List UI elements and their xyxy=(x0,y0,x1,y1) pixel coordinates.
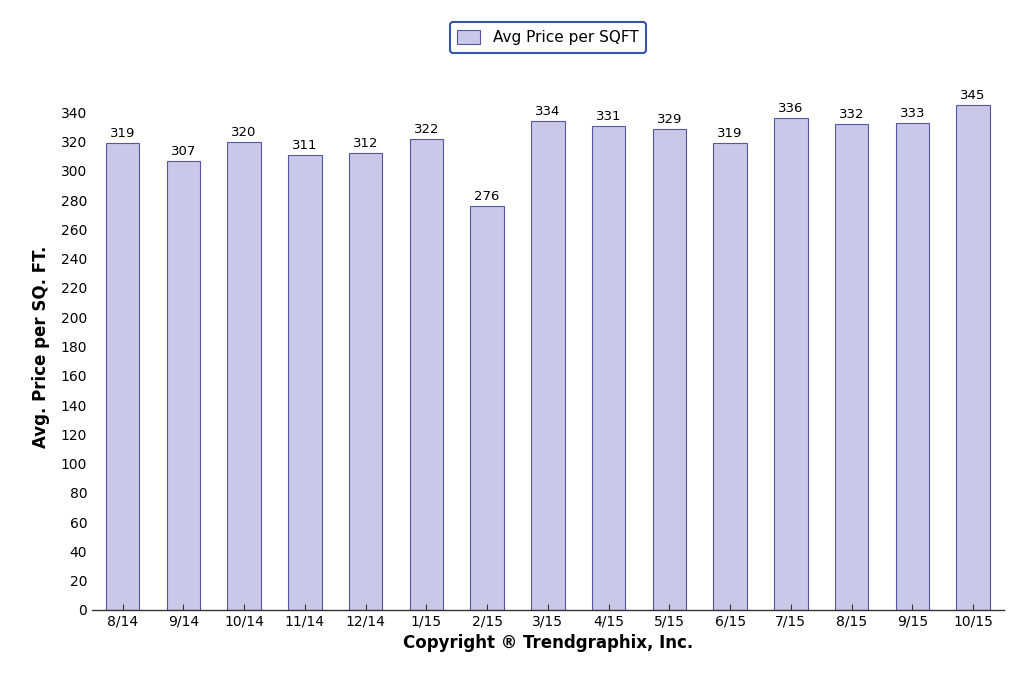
Bar xyxy=(714,143,746,610)
Text: 319: 319 xyxy=(718,128,742,140)
Text: 332: 332 xyxy=(839,108,864,121)
Text: 319: 319 xyxy=(110,128,135,140)
Bar xyxy=(774,119,808,610)
Text: 336: 336 xyxy=(778,103,804,115)
Bar xyxy=(105,143,139,610)
Bar xyxy=(652,128,686,610)
Text: 334: 334 xyxy=(536,105,560,119)
Bar xyxy=(896,123,929,610)
Bar xyxy=(835,124,868,610)
Text: 333: 333 xyxy=(900,107,925,120)
Bar xyxy=(227,141,261,610)
Bar xyxy=(470,206,504,610)
Text: 320: 320 xyxy=(231,125,257,139)
Bar xyxy=(410,139,443,610)
Text: 345: 345 xyxy=(961,89,986,102)
Bar xyxy=(531,121,564,610)
Y-axis label: Avg. Price per SQ. FT.: Avg. Price per SQ. FT. xyxy=(32,245,50,448)
Bar xyxy=(349,153,382,610)
Text: 322: 322 xyxy=(414,123,439,136)
Text: 312: 312 xyxy=(353,137,378,150)
Text: 329: 329 xyxy=(656,112,682,125)
Text: 331: 331 xyxy=(596,109,622,123)
Text: 307: 307 xyxy=(171,145,196,158)
Bar xyxy=(592,125,626,610)
Legend: Avg Price per SQFT: Avg Price per SQFT xyxy=(450,22,646,53)
Bar xyxy=(956,105,990,610)
X-axis label: Copyright ® Trendgraphix, Inc.: Copyright ® Trendgraphix, Inc. xyxy=(402,634,693,652)
Text: 311: 311 xyxy=(292,139,317,152)
Bar xyxy=(167,161,200,610)
Text: 276: 276 xyxy=(474,190,500,203)
Bar xyxy=(288,155,322,610)
